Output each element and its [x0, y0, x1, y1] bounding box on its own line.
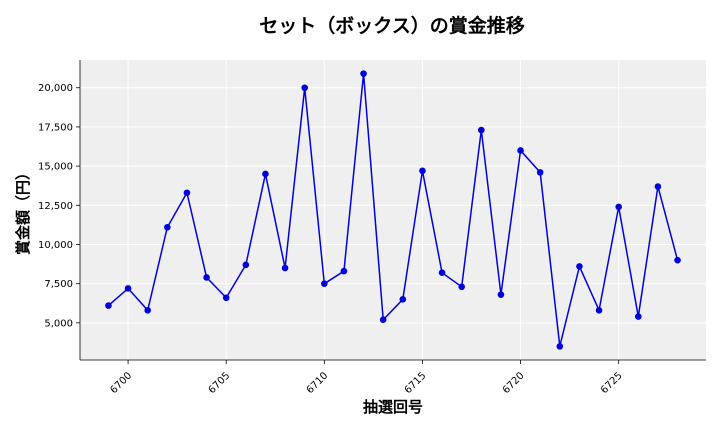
series [105, 70, 681, 350]
data-point [242, 261, 250, 269]
y-tick-label: 15,000 [38, 162, 73, 173]
y-tick-label: 12,500 [38, 201, 73, 212]
x-axis-label: 抽選回号 [363, 398, 423, 416]
axes [79, 60, 706, 361]
x-tick-label: 6725 [599, 370, 625, 396]
data-point [576, 263, 583, 270]
data-point [399, 296, 407, 303]
y-axis-ticks: 5,000 7,500 10,000 12,500 15,000 17,500 20,000 [38, 83, 80, 329]
x-axis-ticks: 6700 6705 6710 6715 6720 6725 [108, 360, 625, 396]
y-tick-label: 7,500 [44, 279, 73, 290]
data-point [536, 169, 544, 176]
data-point [615, 203, 622, 211]
data-point [222, 294, 230, 302]
chart-title: セット（ボックス）の賞金推移 [259, 14, 524, 37]
plot-area [80, 60, 706, 360]
data-point [281, 264, 289, 272]
x-tick-label: 6720 [501, 370, 527, 396]
y-tick-label: 5,000 [44, 318, 73, 329]
data-point [654, 183, 662, 190]
x-tick-label: 6715 [403, 370, 429, 396]
data-point [105, 302, 112, 309]
data-point [438, 269, 446, 276]
data-point [595, 307, 603, 314]
data-point [497, 291, 505, 298]
x-tick-label: 6705 [207, 370, 233, 396]
y-tick-label: 17,500 [38, 122, 73, 133]
data-point [144, 307, 152, 314]
data-point [183, 189, 191, 197]
data-point [203, 274, 210, 281]
data-point [360, 70, 367, 77]
data-point [262, 170, 269, 178]
data-point [301, 84, 308, 92]
data-point [321, 280, 328, 287]
y-tick-label: 10,000 [38, 240, 73, 251]
data-point [556, 343, 564, 350]
x-tick-label: 6700 [108, 370, 134, 396]
data-point [458, 283, 465, 291]
series-line [107, 73, 679, 347]
data-point [419, 167, 426, 175]
data-point [124, 285, 132, 292]
y-tick-label: 20,000 [38, 83, 73, 94]
data-point [164, 223, 171, 231]
data-point [634, 313, 642, 320]
data-point [517, 147, 524, 154]
data-point [340, 267, 348, 275]
data-point [478, 126, 485, 134]
y-axis-label: 賞金額（円） [14, 165, 32, 255]
data-point [674, 256, 681, 264]
data-point [379, 316, 387, 324]
x-tick-label: 6710 [305, 370, 331, 396]
